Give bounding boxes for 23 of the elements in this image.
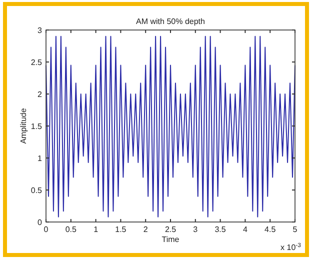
y-axis-title: Amplitude xyxy=(19,108,28,144)
x-tick-label: 1.5 xyxy=(115,225,127,234)
x-tick-label: 3.5 xyxy=(214,225,226,234)
chart-title: AM with 50% depth xyxy=(136,17,205,26)
y-tick-label: 2.5 xyxy=(30,58,43,67)
x-tick-label: 2 xyxy=(143,225,148,234)
y-tick-label: 0.5 xyxy=(30,186,43,195)
x-tick-label: 2.5 xyxy=(164,225,177,234)
x-tick-label: 4 xyxy=(242,225,248,234)
y-tick-label: 0 xyxy=(38,218,43,227)
text: x 10$^{-3}$ xyxy=(280,242,302,252)
line-series xyxy=(46,36,296,218)
x-axis-title: Time xyxy=(162,235,180,244)
y-tick-label: 1 xyxy=(38,154,43,163)
x-tick-label: 4.5 xyxy=(264,225,276,234)
x-tick-label: 1 xyxy=(94,225,99,234)
x-tick-label: 0 xyxy=(44,225,49,234)
x-tick-label: 5 xyxy=(292,225,298,234)
x-tick-label: 0.5 xyxy=(65,225,78,234)
y-tick-label: 1.5 xyxy=(30,122,43,131)
y-tick-label: 3 xyxy=(38,26,43,35)
y-tick-label: 2 xyxy=(38,90,43,99)
x-tick-label: 3 xyxy=(193,225,198,234)
